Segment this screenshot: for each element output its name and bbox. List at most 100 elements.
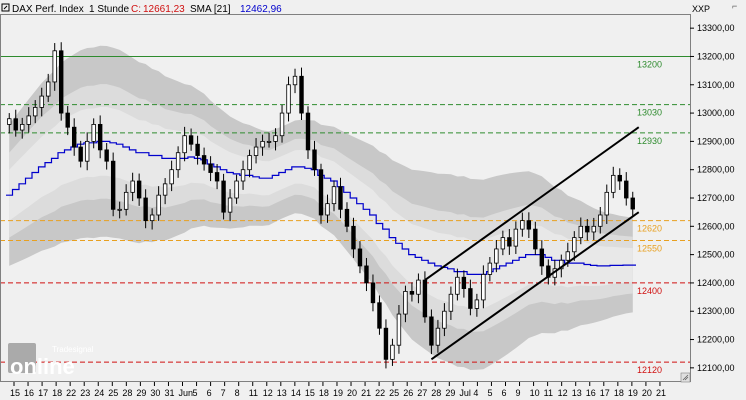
candle-body [351, 225, 356, 250]
x-tick-label: 20 [642, 388, 652, 398]
candle-body [422, 279, 428, 318]
candle-body [585, 225, 590, 233]
x-tick-label: 28 [431, 388, 441, 398]
y-axis: 12100,00 12200,00 12300,00 12400,00 12500,00… [690, 23, 735, 373]
x-tick-label: 16 [586, 388, 596, 398]
scroll-marker-icon[interactable]: ⌐ [732, 1, 737, 11]
candle-body [461, 276, 467, 289]
channel-line-upper [424, 126, 640, 281]
x-tick-label: 24 [94, 388, 104, 398]
x-tick-label: 8 [235, 388, 240, 398]
x-tick-label: 19 [333, 388, 343, 398]
candle-body [156, 194, 161, 216]
x-tick-label: 15 [10, 388, 20, 398]
candle-body [364, 265, 369, 284]
candle-body [598, 214, 603, 227]
candle-body [46, 81, 51, 97]
watermark: Tradesignal online [8, 343, 94, 379]
candle-body [312, 149, 317, 171]
y-tick-label: 12500,00 [697, 250, 735, 260]
candle-body [539, 248, 545, 267]
x-tick-label: 6 [501, 388, 506, 398]
legend-interval: 1 Stunde [89, 4, 129, 15]
candle-body [7, 118, 12, 125]
candle-body [435, 327, 441, 346]
x-tick-label: 12 [263, 388, 273, 398]
volatility-band-3 [9, 107, 633, 309]
y-tick-label: 12200,00 [697, 335, 735, 345]
candle-body [188, 135, 194, 145]
candle-body [429, 316, 434, 346]
candle-body [448, 293, 454, 312]
x-tick-label: 17 [600, 388, 610, 398]
candle-body [604, 191, 609, 216]
resize-grip-icon[interactable] [680, 372, 691, 383]
candle-body [409, 291, 415, 295]
candle-body [52, 50, 57, 83]
candle-body [136, 180, 142, 199]
candle-body [455, 276, 460, 295]
candle-body [331, 186, 337, 205]
candle-body [260, 140, 265, 148]
candle-body [91, 124, 96, 142]
candle-body [84, 140, 90, 162]
candle-body [201, 155, 207, 165]
candle-body [526, 220, 532, 230]
candle-body [279, 112, 285, 137]
candle-body [442, 310, 447, 329]
candle-body [110, 160, 116, 210]
legend: DAX Perf. Index 1 Stunde C: 12661,23 SMA… [1, 3, 282, 15]
candle-body [221, 180, 226, 213]
y-tick-label: 12600,00 [697, 221, 735, 231]
x-tick-label: 26 [403, 388, 413, 398]
candle-body [377, 302, 382, 329]
trend-channel [424, 126, 640, 361]
x-tick-label: 30 [150, 388, 160, 398]
candle-body [117, 208, 122, 211]
legend-close-label: C: [131, 4, 141, 15]
candle-body [169, 169, 174, 185]
x-tick-label: 5 [487, 388, 492, 398]
candle-body [182, 135, 187, 154]
x-tick-label: 4 [473, 388, 478, 398]
legend-close-value: 12661,23 [143, 4, 185, 15]
candle-body [253, 146, 259, 156]
candle-body [474, 299, 480, 309]
candle-body [591, 225, 596, 233]
candle-body [624, 180, 629, 199]
x-tick-label: Jul [459, 388, 471, 398]
x-tick-label: 25 [389, 388, 399, 398]
candle-body [383, 327, 389, 360]
candle-body [318, 169, 324, 216]
level-label-12620: 12620 [637, 224, 662, 234]
x-tick-label: 15 [305, 388, 315, 398]
candle-body [507, 237, 512, 247]
candle-body [520, 220, 525, 230]
candle-body [13, 118, 18, 131]
candle-body [143, 197, 148, 222]
candle-body [513, 228, 519, 247]
candle-body [78, 146, 83, 162]
legend-swatch-mark [3, 5, 8, 10]
watermark-main: online [10, 354, 75, 379]
candle-body [214, 172, 220, 182]
level-label-12550: 12550 [637, 243, 662, 253]
y-tick-label: 13300,00 [697, 23, 735, 33]
x-tick-label: 21 [361, 388, 371, 398]
x-tick-label: 25 [108, 388, 118, 398]
y-tick-label: 13000,00 [697, 108, 735, 118]
candle-body [357, 248, 363, 267]
x-tick-label: 7 [221, 388, 226, 398]
level-label-12930: 12930 [637, 136, 662, 146]
level-lines [0, 55, 690, 363]
x-tick-label: 10 [530, 388, 540, 398]
level-label-13030: 13030 [637, 108, 662, 118]
x-tick-label: 18 [614, 388, 624, 398]
candle-body [344, 208, 350, 227]
level-label-13200: 13200 [637, 59, 662, 69]
candle-body [286, 84, 291, 114]
candle-body [104, 149, 109, 162]
x-tick-label: 22 [66, 388, 76, 398]
y-tick-label: 12900,00 [697, 136, 735, 146]
